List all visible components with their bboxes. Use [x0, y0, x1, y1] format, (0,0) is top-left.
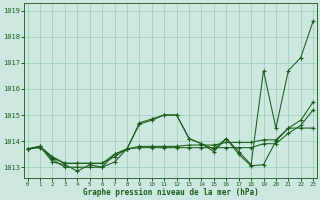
X-axis label: Graphe pression niveau de la mer (hPa): Graphe pression niveau de la mer (hPa) [83, 188, 258, 197]
